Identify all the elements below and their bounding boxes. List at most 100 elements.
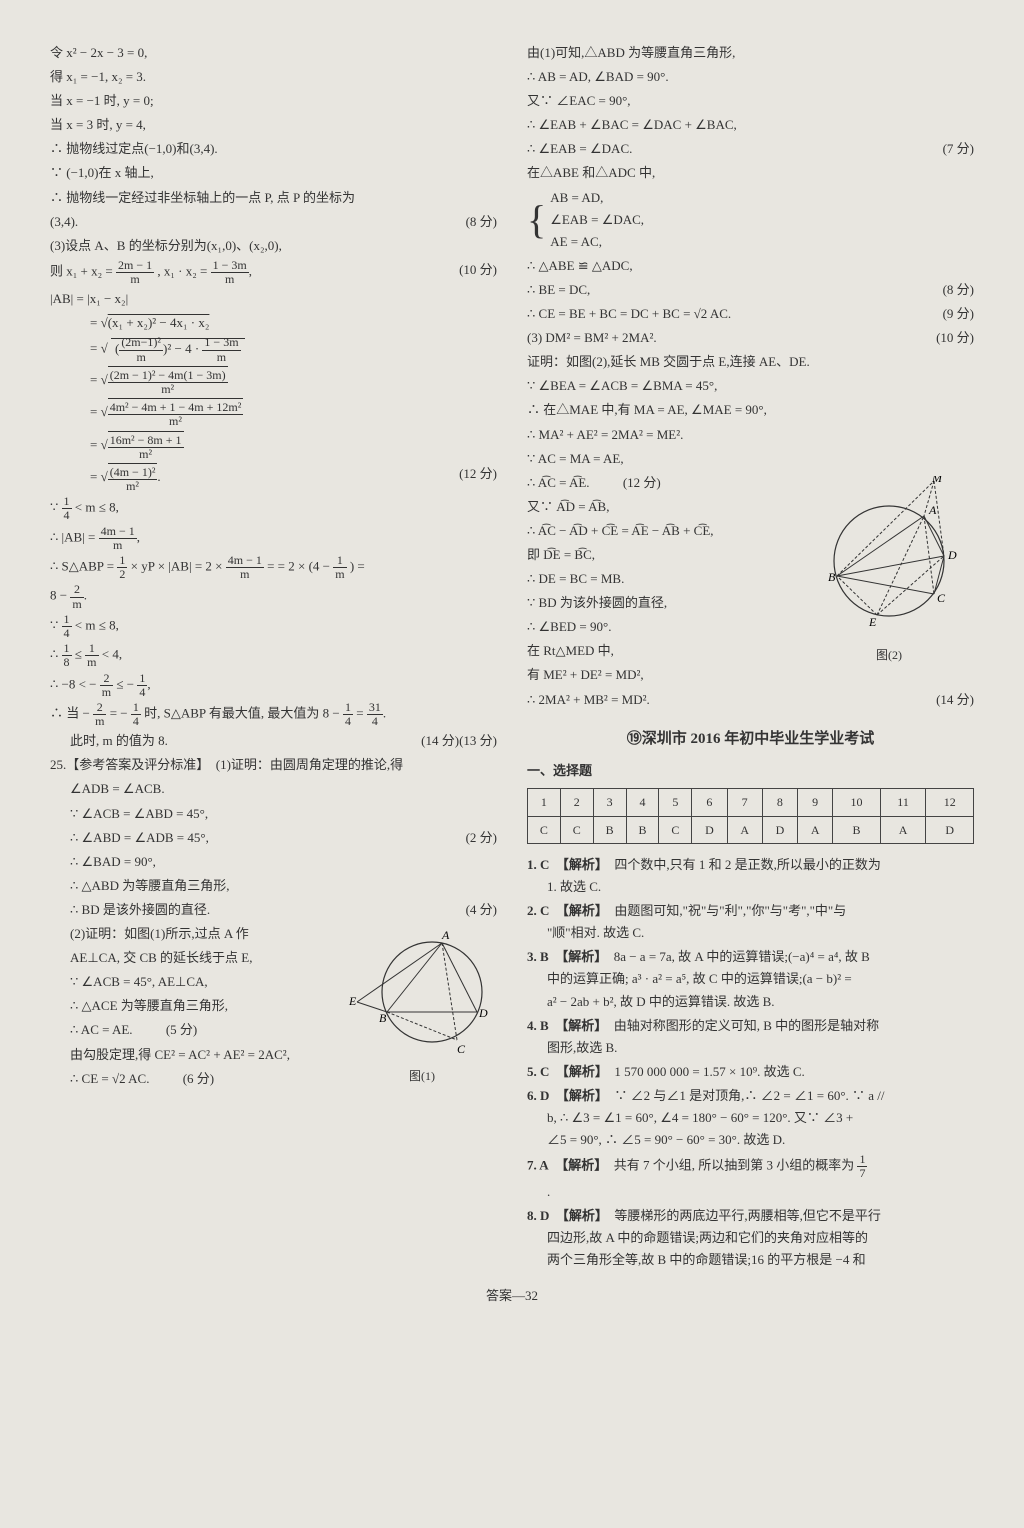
table-row: 1 2 3 4 5 6 7 8 9 10 11 12 [528, 789, 974, 816]
numerator: 1 [343, 701, 353, 715]
text-line: ∴ 抛物线一定经过非坐标轴上的一点 P, 点 P 的坐标为 [50, 187, 497, 209]
score-marker: (8 分) [943, 279, 974, 301]
text-line: 证明：如图(2),延长 MB 交圆于点 E,连接 AE、DE. [527, 351, 974, 373]
denominator: m [116, 273, 154, 286]
svg-text:D: D [947, 548, 957, 562]
section-title: 一、选择题 [527, 760, 974, 782]
table-cell: A [727, 816, 762, 843]
numerator: (2m−1)² [119, 336, 163, 350]
bound-line2: ∵ 14 < m ≤ 8, [50, 613, 497, 640]
text: = √ [90, 372, 108, 387]
denominator: m [93, 715, 106, 728]
table-cell: 8 [762, 789, 797, 816]
fraction: 18 [62, 642, 72, 669]
svg-text:A: A [441, 928, 450, 942]
text: ∴ [50, 647, 62, 662]
text-line: ∵ (−1,0)在 x 轴上, [50, 162, 497, 184]
text: ∴ 当 − [50, 706, 93, 721]
analysis-item: 1. C 【解析】 四个数中,只有 1 和 2 是正数,所以最小的正数为1. 故… [527, 854, 974, 898]
denominator: m [202, 351, 240, 364]
fraction: 314 [367, 701, 383, 728]
text: = √ [90, 341, 108, 356]
fraction: 1 − 3mm [202, 336, 240, 363]
denominator: m [70, 598, 83, 611]
fraction: (2m−1)²m [119, 336, 163, 363]
analysis-item: 8. D 【解析】 等腰梯形的两底边平行,两腰相等,但它不是平行四边形,故 A … [527, 1205, 974, 1271]
table-cell: A [880, 816, 926, 843]
svg-text:C: C [937, 591, 946, 605]
text-line: (3) DM² = BM² + 2MA². (10 分) [527, 327, 974, 349]
denominator: m² [108, 383, 228, 396]
text: ≤ − [113, 676, 137, 691]
text-line: (3,4). (8 分) [50, 211, 497, 233]
numerator: (2m − 1)² − 4m(1 − 3m) [108, 369, 228, 383]
text: ∴ ∠EAB = ∠DAC. [527, 141, 632, 156]
answer-table: 1 2 3 4 5 6 7 8 9 10 11 12 C C B B C D A [527, 788, 974, 844]
text: 此时, m 的值为 8. [50, 733, 168, 748]
score-marker: (8 分) [466, 211, 497, 233]
numerator: 16m² − 8m + 1 [108, 434, 184, 448]
fraction: 1 − 3mm [211, 259, 249, 286]
exam-title: ⑲深圳市 2016 年初中毕业生学业考试 [527, 727, 974, 753]
text: (3) DM² = BM² + 2MA². [527, 330, 657, 345]
text-line: ∵ ∠ACB = ∠ABD = 45°, [50, 803, 497, 825]
text: ∴ CE = √2 AC. [70, 1071, 149, 1086]
numerator: 1 − 3m [211, 259, 249, 273]
text: 则 x₁ + x₂ = [50, 264, 116, 279]
text: 8 − [50, 588, 70, 603]
table-cell: D [926, 816, 974, 843]
text: ≤ [72, 647, 86, 662]
table-cell: 1 [528, 789, 561, 816]
denominator: 4 [343, 715, 353, 728]
text: ∴ |AB| = [50, 529, 99, 544]
fraction: 4m − 1m [99, 525, 137, 552]
numerator: (4m − 1)² [108, 466, 158, 480]
fraction: 12 [117, 554, 127, 581]
score-marker: (10 分) [459, 259, 497, 281]
abs-line: |AB| = |x₁ − x₂| [50, 288, 497, 310]
max-line: ∴ 当 − 2m = − 14 时, S△ABP 有最大值, 最大值为 8 − … [50, 701, 497, 728]
left-column: 令 x² − 2x − 3 = 0, 得 x₁ = −1, x₂ = 3. 当 … [50, 40, 497, 1273]
numerator: 1 [117, 554, 127, 568]
text-line: ∴ BD 是该外接圆的直径. (4 分) [50, 899, 497, 921]
bound-line4: ∴ −8 < − 2m ≤ − 14, [50, 672, 497, 699]
text-line: ∴ AB = AD, ∠BAD = 90°. [527, 66, 974, 88]
text: , x₁ · x₂ = [157, 264, 210, 279]
table-cell: 7 [727, 789, 762, 816]
fraction: (4m − 1)²m² [108, 463, 158, 493]
svg-text:B: B [828, 570, 836, 584]
table-cell: C [560, 816, 593, 843]
table-cell: D [762, 816, 797, 843]
text: = = 2 × (4 − [264, 559, 333, 574]
denominator: m² [108, 480, 158, 493]
numerator: 1 [62, 495, 72, 509]
text: , [137, 529, 140, 544]
text-line: (3)设点 A、B 的坐标分别为(x₁,0)、(x₂,0), [50, 235, 497, 257]
text-line: ∵ ∠BEA = ∠ACB = ∠BMA = 45°, [527, 375, 974, 397]
text: ∴ CE = BE + BC = DC + BC = √2 AC. [527, 306, 731, 321]
score-marker: (6 分) [183, 1071, 214, 1086]
text-line: ∴ MA² + AE² = 2MA² = ME². [527, 424, 974, 446]
sqrt-line: = √16m² − 8m + 1m² [50, 431, 497, 461]
fraction: 2m [93, 701, 106, 728]
fraction: 14 [62, 495, 72, 522]
sqrt-line: = √4m² − 4m + 1 − 4m + 12m²m² [50, 398, 497, 428]
area-line: ∴ S△ABP = 12 × yP × |AB| = 2 × 4m − 1m =… [50, 554, 497, 581]
figure-caption: 图(1) [347, 1066, 497, 1086]
table-cell: 6 [692, 789, 727, 816]
brace-system: { AB = AD, ∠EAB = ∠DAC, AE = AC, [527, 187, 974, 253]
text-line: ∴ ∠EAB + ∠BAC = ∠DAC + ∠BAC, [527, 114, 974, 136]
text: , [147, 676, 150, 691]
text-line: ∴ △ABD 为等腰直角三角形, [50, 875, 497, 897]
score-marker: (2 分) [466, 827, 497, 849]
denominator: m [226, 568, 264, 581]
score-marker: (13 分) [459, 730, 497, 752]
denominator: m [99, 539, 137, 552]
denominator: 4 [137, 686, 147, 699]
table-cell: B [626, 816, 659, 843]
fraction: 1m [85, 642, 98, 669]
text-line: ∴ BE = DC, (8 分) [527, 279, 974, 301]
text-line: 有 ME² + DE² = MD², [527, 664, 974, 686]
score-marker: (4 分) [466, 899, 497, 921]
text: AE = AC, [550, 231, 644, 253]
